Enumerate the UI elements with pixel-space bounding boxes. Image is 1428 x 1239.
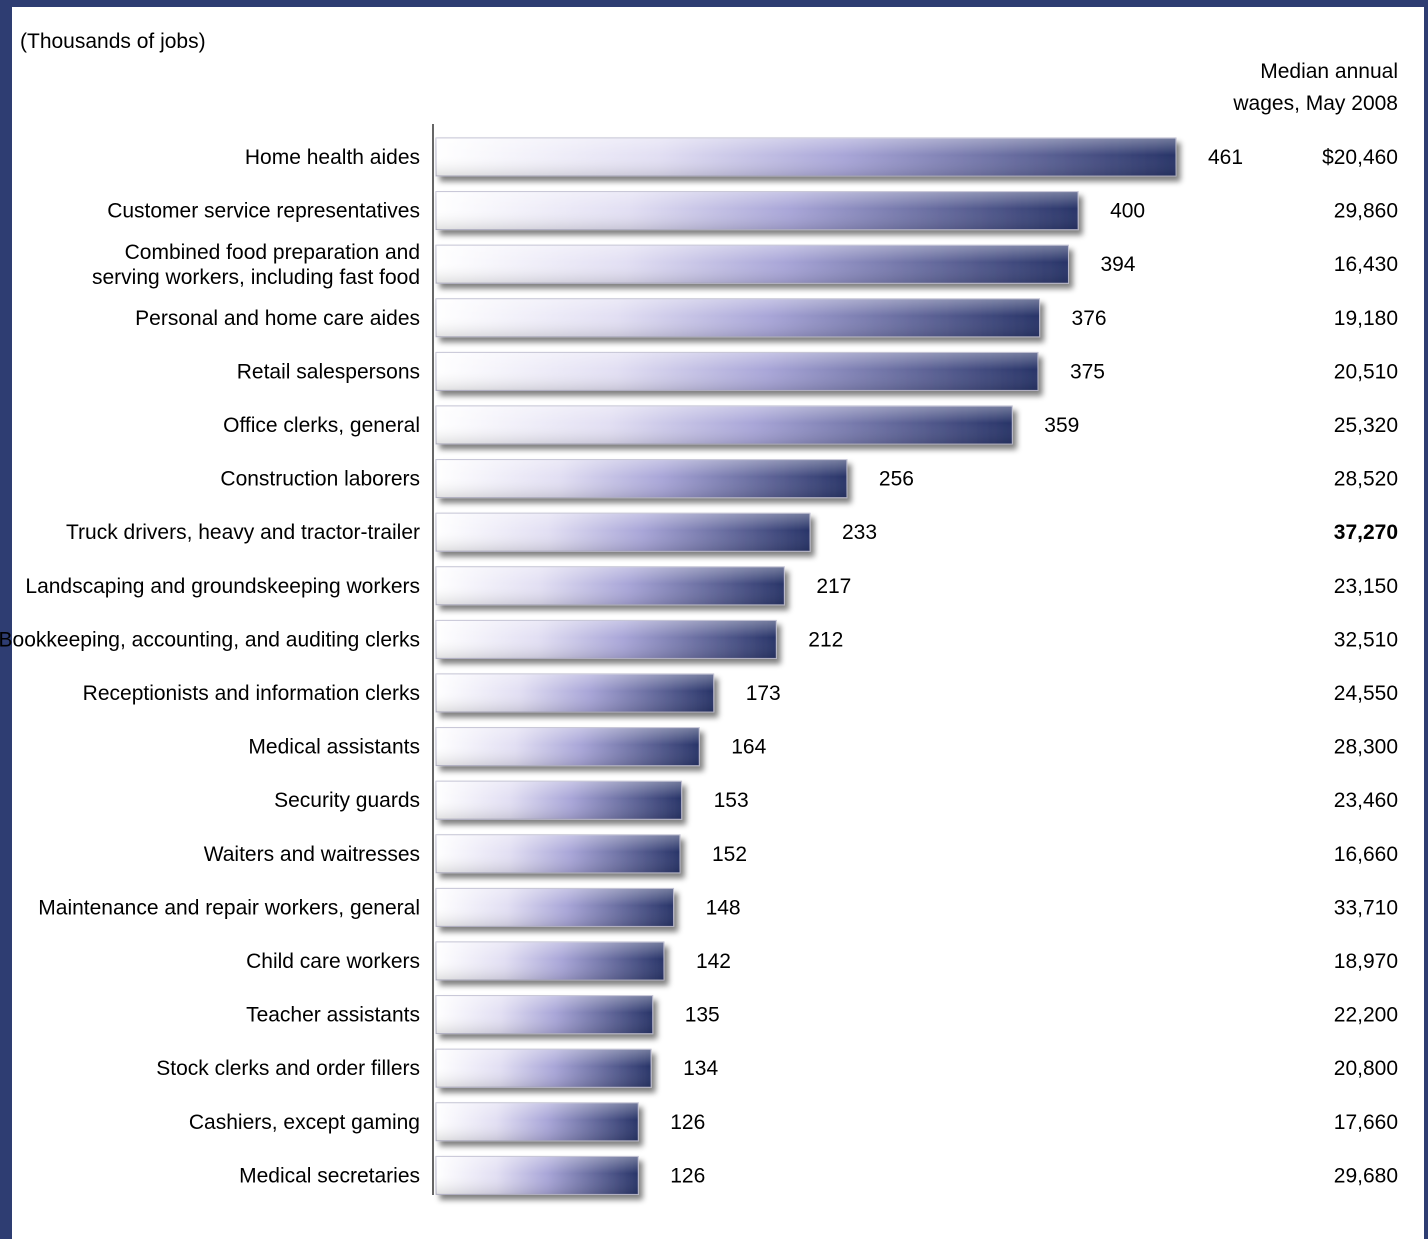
bar-sheen-5 <box>436 406 1013 444</box>
wage-label-19: 29,680 <box>1334 1164 1398 1187</box>
value-label-4: 375 <box>1070 360 1105 383</box>
wage-label-7: 37,270 <box>1334 521 1398 544</box>
category-label-2-line1: Combined food preparation and <box>125 241 420 264</box>
value-label-9: 212 <box>808 628 843 651</box>
bar-sheen-17 <box>436 1049 652 1088</box>
category-label-14: Maintenance and repair workers, general <box>38 896 420 919</box>
value-label-5: 359 <box>1044 414 1079 437</box>
value-label-16: 135 <box>685 1004 720 1027</box>
wage-label-8: 23,150 <box>1334 575 1398 598</box>
bar-sheen-7 <box>436 513 811 552</box>
wage-label-10: 24,550 <box>1334 682 1398 705</box>
category-label-15: Child care workers <box>246 950 420 973</box>
wage-label-2: 16,430 <box>1334 253 1398 276</box>
value-label-18: 126 <box>670 1111 705 1134</box>
bar-sheen-13 <box>436 834 680 873</box>
bar-sheen-8 <box>436 566 785 605</box>
value-label-0: 461 <box>1208 146 1243 169</box>
bar-sheen-16 <box>436 995 653 1034</box>
wage-label-1: 29,860 <box>1334 200 1398 223</box>
category-label-0: Home health aides <box>245 146 420 169</box>
bar-sheen-14 <box>436 888 674 927</box>
value-label-8: 217 <box>816 575 851 598</box>
wage-header-line2: wages, May 2008 <box>1232 92 1398 115</box>
wage-label-6: 28,520 <box>1334 468 1398 491</box>
wage-label-14: 33,710 <box>1334 896 1398 919</box>
category-label-9: Bookkeeping, accounting, and auditing cl… <box>0 628 420 651</box>
category-label-2-line2: serving workers, including fast food <box>92 266 420 289</box>
category-label-6: Construction laborers <box>220 468 420 491</box>
category-label-7: Truck drivers, heavy and tractor-trailer <box>66 521 420 544</box>
category-label-5: Office clerks, general <box>223 414 420 437</box>
wage-header-line1: Median annual <box>1260 60 1398 83</box>
bars-group: Home health aides 461 $20,460 Customer serv… <box>0 137 1398 1195</box>
value-label-6: 256 <box>879 468 914 491</box>
bar-sheen-1 <box>436 191 1079 230</box>
category-label-10: Receptionists and information clerks <box>83 682 420 705</box>
bar-sheen-6 <box>436 459 847 498</box>
bar-sheen-10 <box>436 674 714 712</box>
category-label-8: Landscaping and groundskeeping workers <box>25 575 420 598</box>
wage-label-0: $20,460 <box>1322 146 1398 169</box>
value-label-7: 233 <box>842 521 877 544</box>
wage-label-15: 18,970 <box>1334 950 1398 973</box>
bar-sheen-0 <box>436 138 1176 176</box>
category-label-18: Cashiers, except gaming <box>189 1111 420 1134</box>
value-label-3: 376 <box>1072 307 1107 330</box>
value-label-10: 173 <box>746 682 781 705</box>
bar-sheen-4 <box>436 352 1038 391</box>
wage-label-3: 19,180 <box>1334 307 1398 330</box>
value-label-15: 142 <box>696 950 731 973</box>
bar-sheen-18 <box>436 1102 639 1141</box>
category-label-4: Retail salespersons <box>237 360 420 383</box>
category-label-17: Stock clerks and order fillers <box>156 1057 420 1080</box>
bar-sheen-15 <box>436 942 664 980</box>
wage-label-16: 22,200 <box>1334 1004 1398 1027</box>
category-label-11: Medical assistants <box>248 736 420 759</box>
category-label-13: Waiters and waitresses <box>204 843 420 866</box>
wage-label-9: 32,510 <box>1334 628 1398 651</box>
wage-label-12: 23,460 <box>1334 789 1398 812</box>
bar-sheen-11 <box>436 727 700 766</box>
category-label-19: Medical secretaries <box>239 1164 420 1187</box>
bar-sheen-19 <box>436 1156 639 1195</box>
category-label-3: Personal and home care aides <box>135 307 420 330</box>
unit-note: (Thousands of jobs) <box>20 30 206 53</box>
wage-label-13: 16,660 <box>1334 843 1398 866</box>
value-label-19: 126 <box>670 1164 705 1187</box>
category-label-1: Customer service representatives <box>107 200 420 223</box>
value-label-1: 400 <box>1110 200 1145 223</box>
value-label-12: 153 <box>714 789 749 812</box>
wage-label-5: 25,320 <box>1334 414 1398 437</box>
value-label-13: 152 <box>712 843 747 866</box>
bar-sheen-12 <box>436 781 682 820</box>
value-label-11: 164 <box>731 736 766 759</box>
category-label-12: Security guards <box>274 789 420 812</box>
category-label-16: Teacher assistants <box>246 1004 420 1027</box>
bar-sheen-3 <box>436 298 1040 337</box>
wage-label-4: 20,510 <box>1334 360 1398 383</box>
value-label-14: 148 <box>706 896 741 919</box>
wage-label-18: 17,660 <box>1334 1111 1398 1134</box>
wage-label-11: 28,300 <box>1334 736 1398 759</box>
value-label-2: 394 <box>1100 253 1135 276</box>
value-label-17: 134 <box>683 1057 718 1080</box>
bar-sheen-2 <box>436 245 1069 284</box>
bar-sheen-9 <box>436 620 777 659</box>
wage-label-17: 20,800 <box>1334 1057 1398 1080</box>
